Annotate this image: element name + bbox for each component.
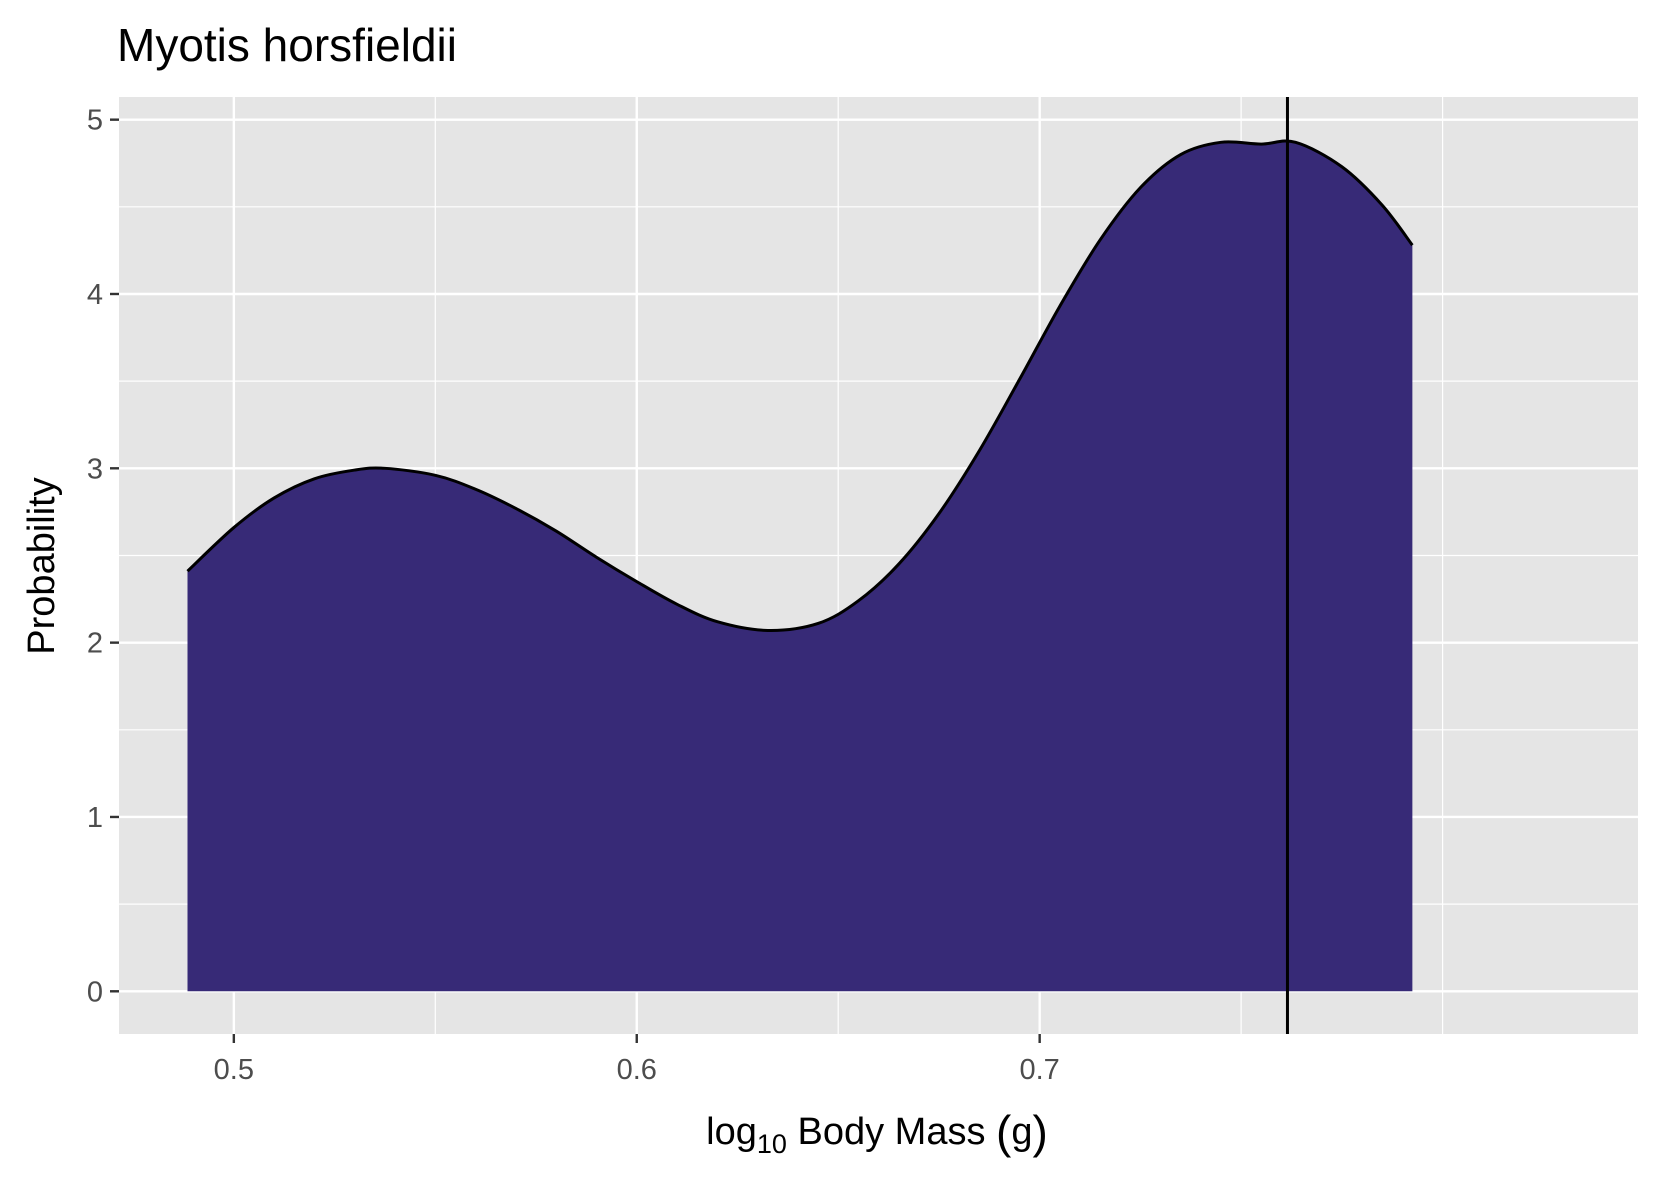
x-tick-label: 0.6 — [617, 1054, 657, 1086]
x-axis-title-main: Body Mass — [787, 1111, 996, 1153]
y-tick-label: 3 — [87, 453, 103, 485]
x-axis-title-open-paren: ( — [996, 1106, 1012, 1158]
x-axis-title-close-paren: ) — [1032, 1106, 1047, 1158]
y-axis-title: Probability — [21, 477, 63, 654]
y-axis-ticks: 0 1 2 3 4 5 — [87, 105, 119, 1008]
density-curve — [186, 139, 1414, 632]
x-tick-label: 0.5 — [214, 1054, 254, 1086]
y-tick-label: 5 — [87, 105, 103, 137]
x-axis-title: log10 Body Mass (g) — [706, 1106, 1048, 1159]
y-tick-label: 0 — [87, 976, 103, 1008]
x-axis-title-unit: g — [1011, 1111, 1032, 1153]
x-axis-ticks: 0.5 0.6 0.7 — [214, 1034, 1060, 1086]
x-axis-title-subscript: 10 — [757, 1129, 787, 1159]
x-tick-label: 0.7 — [1020, 1054, 1060, 1086]
y-tick-label: 1 — [87, 802, 103, 834]
y-tick-label: 2 — [87, 628, 103, 660]
density-area — [187, 141, 1413, 992]
y-tick-label: 4 — [87, 279, 103, 311]
x-axis-title-log: log — [706, 1111, 757, 1153]
chart-title: Myotis horsfieldii — [117, 19, 457, 71]
